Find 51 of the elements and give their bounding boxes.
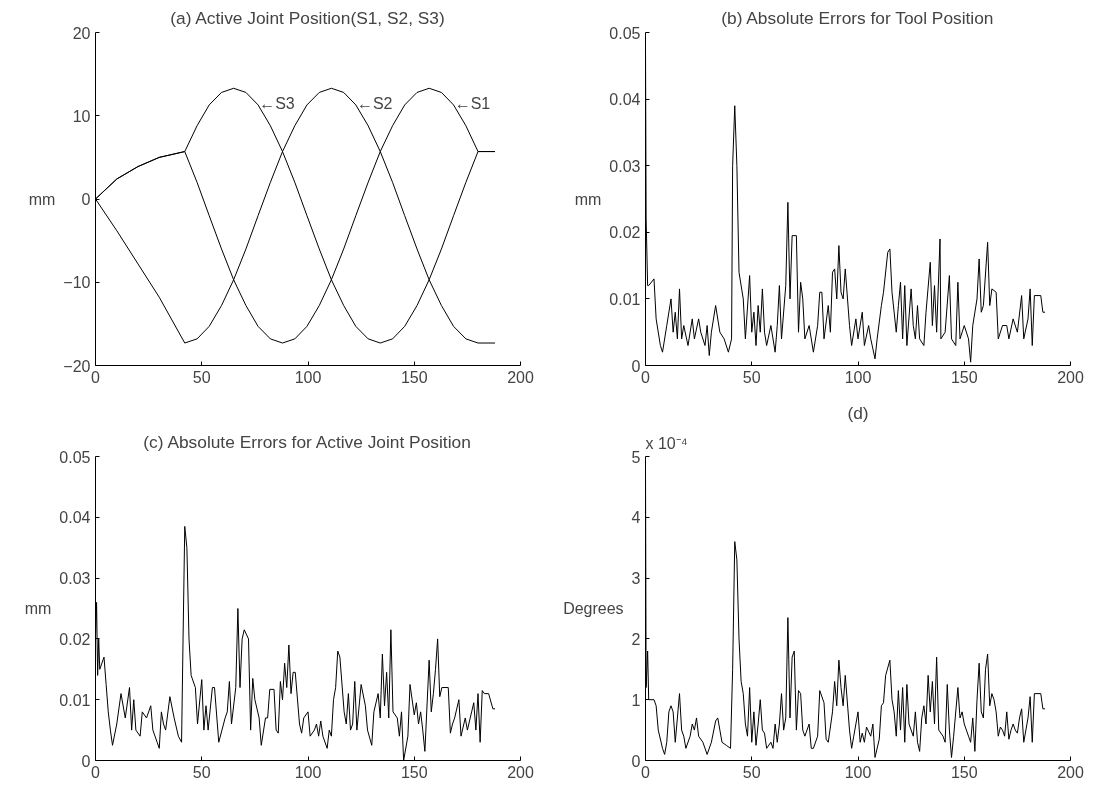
x-tick-label: 150: [400, 368, 428, 386]
y-tick-label: −10: [63, 274, 91, 292]
annotation: ←S3: [259, 94, 295, 112]
y-tick-label: 0.05: [609, 24, 641, 42]
y-tick-label: 0.02: [609, 224, 641, 242]
text: x 10⁻⁴: [645, 434, 688, 452]
x-tick-label: 50: [192, 368, 211, 386]
x-tick-label: 50: [742, 763, 761, 781]
y-tick-label: 10: [72, 107, 91, 125]
y-tick-label: 0: [81, 191, 91, 208]
x-tick-label: 50: [192, 763, 211, 781]
y-tick-label: 0: [81, 752, 91, 770]
y-axis-title: mm: [24, 600, 52, 617]
y-tick-label: −20: [63, 357, 91, 375]
y-tick-label: 0.02: [59, 630, 91, 648]
y-axis-title: Degrees: [563, 600, 624, 617]
y-tick-label: 4: [631, 509, 641, 527]
y-tick-label: 0.01: [59, 691, 91, 709]
y-tick-label: 20: [72, 24, 91, 42]
chart-title: (d): [847, 402, 869, 423]
annotation: ←S2: [356, 94, 393, 112]
y-tick-label: 0.05: [59, 448, 91, 466]
annotation: ←S1: [454, 94, 491, 112]
x-tick-label: 200: [1057, 763, 1084, 781]
chart-title: (c) Absolute Errors for Active Joint Position: [143, 431, 471, 452]
y-tick-label: 0: [631, 752, 641, 770]
y-tick-label: 2: [631, 630, 641, 648]
chart-title: (a) Active Joint Position(S1, S2, S3): [170, 7, 445, 28]
x-tick-label: 100: [294, 368, 322, 386]
x-tick-label: 150: [950, 368, 978, 386]
y-axis-title: mm: [28, 190, 56, 208]
x-tick-label: 100: [844, 763, 872, 781]
x-tick-label: 100: [294, 763, 322, 781]
x-tick-label: 150: [950, 763, 978, 781]
x-tick-label: 100: [844, 368, 872, 386]
x-tick-label: 200: [507, 368, 534, 386]
y-tick-label: 0.03: [609, 157, 641, 175]
y-tick-label: 3: [631, 570, 641, 588]
y-tick-label: 0.04: [59, 509, 91, 527]
x-tick-label: 200: [1057, 368, 1084, 386]
x-tick-label: 150: [400, 763, 428, 781]
y-tick-label: 0.03: [59, 570, 91, 588]
y-tick-label: 0: [631, 357, 641, 375]
y-tick-label: 0.01: [609, 290, 641, 308]
x-tick-label: 200: [507, 763, 534, 781]
chart-title: (b) Absolute Errors for Tool Position: [721, 7, 994, 28]
y-axis-title: mm: [574, 190, 602, 208]
x-tick-label: 50: [742, 368, 761, 386]
y-tick-label: 1: [631, 691, 641, 709]
y-tick-label: 0.04: [609, 91, 641, 109]
y-tick-label: 5: [631, 448, 641, 466]
